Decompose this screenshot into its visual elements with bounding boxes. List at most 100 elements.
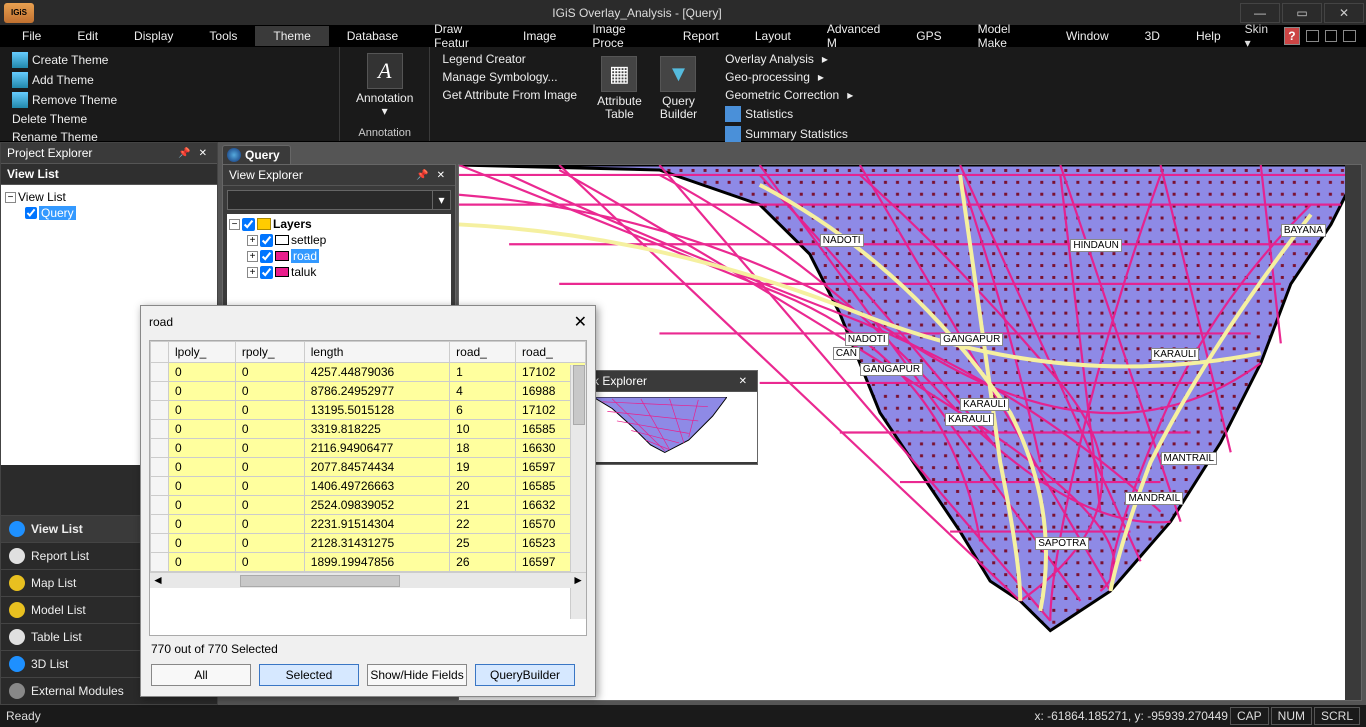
layers-root-checkbox[interactable]	[242, 218, 255, 231]
tab-query[interactable]: Query	[222, 145, 291, 164]
menu-layout[interactable]: Layout	[737, 26, 809, 46]
nav-icon	[9, 629, 25, 645]
layer-row[interactable]: + road	[229, 248, 449, 264]
table-row[interactable]: 003319.8182251016585	[151, 420, 586, 439]
close-icon[interactable]: ✕	[574, 312, 587, 332]
nav-icon	[9, 575, 25, 591]
table-row[interactable]: 001406.497266632016585	[151, 477, 586, 496]
ribbon-geometric-correction[interactable]: Geometric Correction ▸	[721, 87, 1358, 103]
layer-swatch	[275, 251, 289, 261]
table-row[interactable]: 008786.24952977416988	[151, 382, 586, 401]
layer-swatch	[275, 267, 289, 277]
selection-status: 770 out of 770 Selected	[141, 638, 595, 660]
layer-checkbox[interactable]	[260, 266, 273, 279]
menu-report[interactable]: Report	[665, 26, 737, 46]
city-label: MANDRAIL	[1125, 492, 1183, 505]
layer-row[interactable]: + taluk	[229, 264, 449, 280]
ribbon-item-icon	[12, 72, 28, 88]
status-scrl: SCRL	[1314, 707, 1360, 725]
menu-file[interactable]: File	[4, 26, 59, 46]
map-vscrollbar[interactable]	[1345, 165, 1361, 700]
menu-database[interactable]: Database	[329, 26, 416, 46]
collapse-icon[interactable]: −	[229, 219, 240, 230]
menu-tools[interactable]: Tools	[191, 26, 255, 46]
layer-checkbox[interactable]	[260, 234, 273, 247]
table-row[interactable]: 0013195.5015128617102	[151, 401, 586, 420]
column-header[interactable]: road_	[450, 342, 516, 363]
menu-edit[interactable]: Edit	[59, 26, 116, 46]
table-row[interactable]: 001899.199478562616597	[151, 553, 586, 572]
ribbon-manage-symbology-[interactable]: Manage Symbology...	[438, 69, 581, 85]
column-header[interactable]: rpoly_	[235, 342, 304, 363]
panel-close-icon[interactable]: ✕	[433, 170, 449, 181]
menu-help[interactable]: Help	[1178, 26, 1239, 46]
query-builder-button[interactable]: ▼ Query Builder	[652, 51, 705, 125]
layer-checkbox[interactable]	[260, 250, 273, 263]
menu-theme[interactable]: Theme	[255, 26, 328, 46]
table-row[interactable]: 002128.314312752516523	[151, 534, 586, 553]
ribbon-geo-processing[interactable]: Geo-processing ▸	[721, 69, 1358, 85]
road-table-grid[interactable]: lpoly_rpoly_lengthroad_road_ 004257.4487…	[149, 340, 587, 636]
ribbon-create-theme[interactable]: Create Theme	[8, 51, 331, 69]
pin-icon[interactable]: 📌	[412, 170, 432, 181]
query-checkbox[interactable]	[25, 207, 37, 219]
nav-icon	[9, 521, 25, 537]
attribute-table-button[interactable]: ▦ Attribute Table	[589, 51, 650, 125]
table-row[interactable]: 004257.44879036117102	[151, 363, 586, 382]
all-button[interactable]: All	[151, 664, 251, 686]
ribbon-legend-creator[interactable]: Legend Creator	[438, 51, 581, 67]
table-row[interactable]: 002116.949064771816630	[151, 439, 586, 458]
table-row[interactable]: 002231.915143042216570	[151, 515, 586, 534]
pin-icon[interactable]: 📌	[174, 148, 194, 159]
panel-close-icon[interactable]: ✕	[735, 376, 751, 387]
panel-close-icon[interactable]: ✕	[195, 148, 211, 159]
statusbar: Ready x: -61864.185271, y: -95939.270449…	[0, 705, 1366, 727]
layer-label[interactable]: settlep	[291, 233, 326, 247]
ribbon-statistics[interactable]: Statistics	[721, 105, 1358, 123]
menu-image[interactable]: Image	[505, 26, 574, 46]
view-explorer-combo[interactable]: ▾	[227, 190, 451, 210]
show-hide-fields-button[interactable]: Show/Hide Fields	[367, 664, 467, 686]
ribbon-remove-theme[interactable]: Remove Theme	[8, 91, 331, 109]
road-window-title: road	[149, 315, 173, 329]
table-row[interactable]: 002524.098390522116632	[151, 496, 586, 515]
chevron-down-icon[interactable]: ▾	[432, 191, 450, 209]
layer-swatch	[275, 235, 289, 245]
menu-window[interactable]: Window	[1048, 26, 1127, 46]
mdi-close-button[interactable]	[1343, 30, 1356, 42]
city-label: MANTRAIL	[1161, 452, 1218, 465]
help-button[interactable]: ?	[1284, 27, 1300, 45]
ribbon-add-theme[interactable]: Add Theme	[8, 71, 331, 89]
column-header[interactable]: lpoly_	[169, 342, 236, 363]
expand-icon[interactable]: +	[247, 235, 258, 246]
layer-label[interactable]: taluk	[291, 265, 316, 279]
mdi-restore-button[interactable]	[1325, 30, 1338, 42]
annotation-button[interactable]: A Annotation▾	[348, 51, 421, 120]
table-hscrollbar[interactable]: ◄ ►	[150, 572, 586, 588]
ribbon-delete-theme[interactable]: Delete Theme	[8, 111, 331, 127]
selected-button[interactable]: Selected	[259, 664, 359, 686]
table-row[interactable]: 002077.845744341916597	[151, 458, 586, 477]
layer-label[interactable]: road	[291, 249, 319, 263]
collapse-icon[interactable]: −	[5, 192, 16, 203]
expand-icon[interactable]: +	[247, 267, 258, 278]
attribute-table-icon: ▦	[601, 56, 637, 92]
menu-gps[interactable]: GPS	[898, 26, 959, 46]
nav-icon	[9, 602, 25, 618]
road-table-window: road ✕ lpoly_rpoly_lengthroad_road_ 0042…	[140, 305, 596, 697]
city-label: BAYANA	[1281, 224, 1326, 237]
mdi-minimize-button[interactable]	[1306, 30, 1319, 42]
column-header[interactable]: length	[304, 342, 449, 363]
menubar: FileEditDisplayToolsThemeDatabaseDraw Fe…	[0, 25, 1366, 47]
column-header[interactable]: road_	[516, 342, 586, 363]
ribbon-overlay-analysis[interactable]: Overlay Analysis ▸	[721, 51, 1358, 67]
annotation-icon: A	[367, 53, 403, 89]
ribbon-get-attribute-from-image[interactable]: Get Attribute From Image	[438, 87, 581, 103]
tree-item-query[interactable]: Query	[39, 206, 76, 220]
menu-display[interactable]: Display	[116, 26, 191, 46]
layer-row[interactable]: + settlep	[229, 232, 449, 248]
expand-icon[interactable]: +	[247, 251, 258, 262]
querybuilder-button[interactable]: QueryBuilder	[475, 664, 575, 686]
ribbon-summary-statistics[interactable]: Summary Statistics	[721, 125, 1358, 143]
menu-3d[interactable]: 3D	[1127, 26, 1178, 46]
